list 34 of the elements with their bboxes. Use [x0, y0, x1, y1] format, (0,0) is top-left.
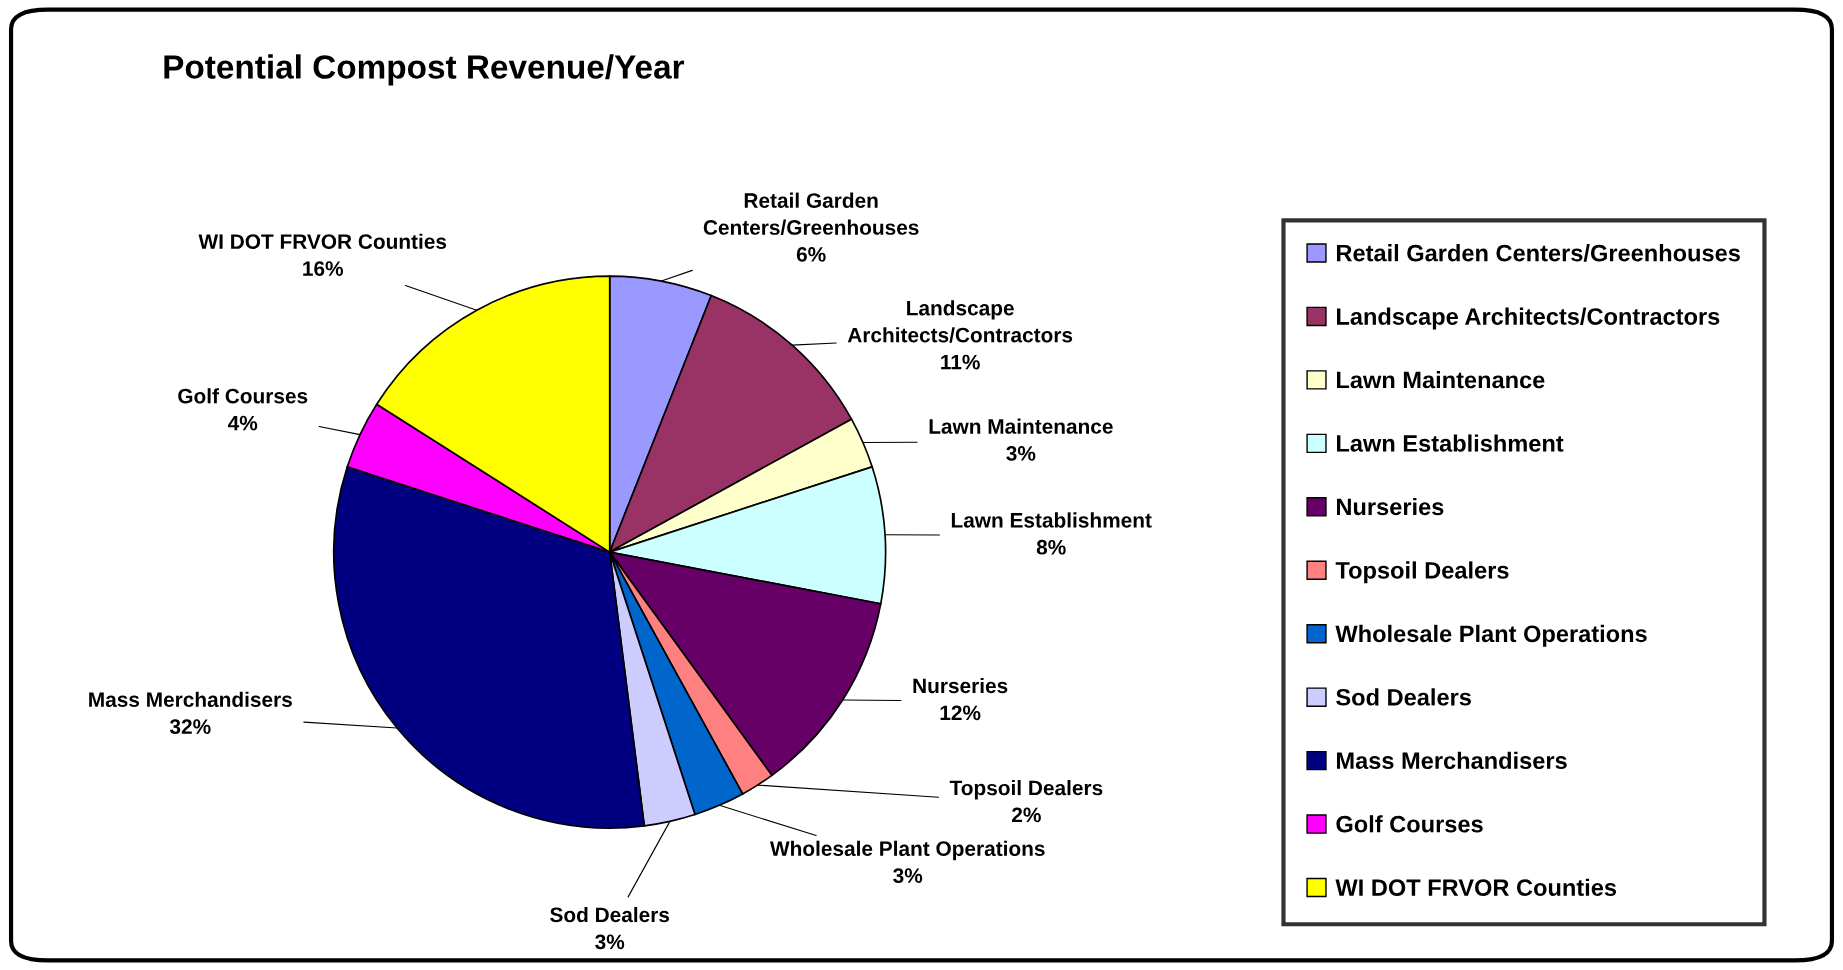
data-label: 4%	[227, 415, 258, 431]
slice-label: Golf Courses	[178, 388, 308, 404]
slice-label: Lawn Maintenance	[929, 418, 1113, 434]
legend-label: Golf Courses	[1336, 815, 1483, 833]
slice-label: Nurseries	[913, 677, 1008, 694]
slice-label: Mass Merchandisers	[89, 691, 292, 708]
slice-label: Wholesale Plant Operations	[769, 840, 1045, 861]
data-label: 3%	[893, 868, 923, 884]
data-label: 16%	[303, 261, 344, 276]
legend-label: WI DOT FRVOR Counties	[1335, 878, 1617, 896]
legend-label: Retail Garden Centers/Greenhouses	[1337, 244, 1740, 262]
legend-label: Mass Merchandisers	[1337, 751, 1567, 770]
data-label: 12%	[940, 705, 981, 721]
data-label: 3%	[1006, 446, 1036, 461]
chart-title: Potential Compost Revenue/Year	[164, 54, 685, 86]
legend-label: Wholesale Plant Operations	[1335, 624, 1647, 647]
legend-label: Sod Dealers	[1336, 688, 1471, 706]
slice-label: Retail Garden Centers/Greenhouses	[703, 192, 919, 236]
data-label: 11%	[941, 354, 980, 370]
slice-label: WI DOT FRVOR Counties	[198, 233, 447, 249]
legend-label: Topsoil Dealers	[1335, 561, 1509, 584]
data-label: 2%	[1012, 807, 1041, 823]
data-label: 32%	[169, 719, 211, 735]
legend-label: Nurseries	[1337, 497, 1444, 516]
data-label: 8%	[1036, 539, 1066, 555]
legend-label: Landscape Architects/Contractors	[1337, 307, 1720, 330]
slice-label: Sod Dealers	[550, 906, 670, 923]
data-label: 3%	[595, 934, 625, 950]
legend-label: Lawn Maintenance	[1337, 370, 1545, 389]
slice-label: Lawn Establishment	[951, 512, 1152, 528]
data-label: 6%	[796, 247, 826, 262]
legend-label: Lawn Establishment	[1337, 434, 1564, 452]
slice-label: Landscape Architects/Contractors	[847, 300, 1073, 343]
slice-label: Topsoil Dealers	[949, 780, 1103, 800]
